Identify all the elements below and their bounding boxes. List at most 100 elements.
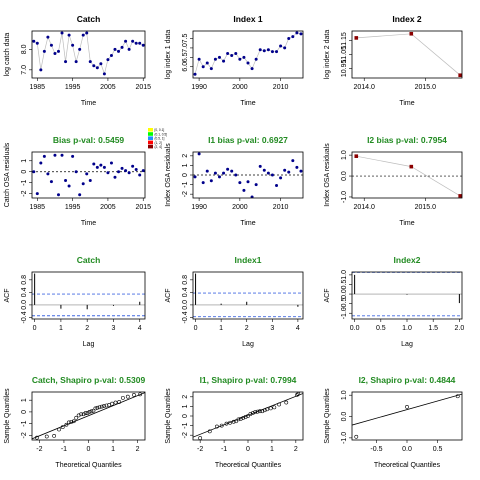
data-point xyxy=(295,165,299,169)
plot-area xyxy=(354,31,462,78)
x-tick-label: 0 xyxy=(33,325,37,332)
data-point xyxy=(60,153,64,157)
y-tick-label: -1.0 xyxy=(341,191,348,203)
plot-area xyxy=(32,273,145,317)
panel-5: I1 bias p-val: 0.6927 1990 2000 2010 -2 -1 0 1 2… xyxy=(165,135,304,227)
x-tick-label: 2014.0 xyxy=(354,204,376,211)
data-point xyxy=(222,171,226,175)
x-tick-label: 2 xyxy=(245,325,249,332)
x-tick-label: 3 xyxy=(270,325,274,332)
y-axis-label: log index 2 data xyxy=(324,30,331,80)
data-point xyxy=(92,162,96,166)
x-axis-label: Time xyxy=(81,100,96,107)
legend-swatch xyxy=(148,140,153,145)
x-axis-label: Time xyxy=(81,220,96,227)
qq-point xyxy=(248,412,253,416)
data-point xyxy=(279,44,283,48)
y-tick-label: 1 xyxy=(21,159,28,163)
y-axis-label: Sample Quantiles xyxy=(4,388,11,444)
legend-entry: (0.1, 0.5] xyxy=(155,132,168,136)
data-point xyxy=(35,41,39,45)
x-axis-label: Theoretical Quantiles xyxy=(215,462,282,469)
y-tick-label: 0.4 xyxy=(182,287,189,297)
y-tick-label: -2 xyxy=(21,190,28,196)
x-axis-label: Lag xyxy=(242,341,254,348)
data-point xyxy=(262,168,266,172)
panel-title: I2 bias p-val: 0.7954 xyxy=(367,135,447,145)
legend-swatch xyxy=(148,132,153,136)
data-point xyxy=(46,35,50,39)
data-point xyxy=(193,72,197,76)
y-tick-label: 0.0 xyxy=(341,289,348,299)
plot-frame xyxy=(351,391,463,441)
qq-point xyxy=(262,408,267,413)
qq-point xyxy=(243,415,248,419)
y-tick-label: 0 xyxy=(182,414,189,418)
qq-point xyxy=(207,429,212,434)
qq-point xyxy=(102,404,106,408)
x-tick-label: 0.5 xyxy=(433,446,443,453)
x-tick-label: 0 xyxy=(246,446,250,453)
qq-point xyxy=(246,414,250,418)
x-axis-label: Lag xyxy=(83,341,95,348)
plot-area xyxy=(193,273,303,318)
data-point xyxy=(262,49,266,53)
plot-frame xyxy=(351,271,463,320)
y-tick-label: 0.8 xyxy=(182,275,189,285)
plot-frame xyxy=(31,271,146,320)
x-tick-label: 0.5 xyxy=(376,325,386,332)
qq-point xyxy=(44,434,49,439)
y-tick-label: -1.0 xyxy=(341,432,348,444)
y-axis-label: log catch data xyxy=(4,33,11,77)
y-tick-label: 0.0 xyxy=(341,412,348,422)
x-tick-label: 1995 xyxy=(65,204,81,211)
data-point xyxy=(39,161,43,165)
qq-point xyxy=(132,393,136,397)
data-point xyxy=(201,65,205,69)
x-tick-label: 0 xyxy=(194,325,198,332)
data-point xyxy=(299,169,303,173)
panel-title: I1 bias p-val: 0.6927 xyxy=(208,135,288,145)
plot-area xyxy=(32,31,145,76)
data-point xyxy=(109,54,113,58)
panel-title: Index 2 xyxy=(392,14,422,24)
data-point xyxy=(209,179,213,183)
data-point xyxy=(95,165,99,169)
data-point xyxy=(120,166,124,170)
data-point xyxy=(99,163,103,167)
panel-title: Catch xyxy=(77,255,101,265)
data-point xyxy=(458,73,462,78)
data-point xyxy=(127,171,131,175)
data-point xyxy=(127,47,131,51)
data-point xyxy=(217,55,221,59)
data-point xyxy=(250,67,254,71)
data-point xyxy=(42,154,46,158)
data-point xyxy=(201,181,205,185)
qq-point xyxy=(250,411,255,416)
data-point xyxy=(120,45,124,49)
data-point xyxy=(78,193,82,197)
data-point xyxy=(71,43,75,47)
data-point xyxy=(246,61,250,65)
data-point xyxy=(283,46,287,50)
x-axis-label: Time xyxy=(240,100,255,107)
panel-4: Bias p-val: 0.5459 1985 1995 2005 2015 -2 -1 0 1… xyxy=(4,128,167,227)
y-tick-label: 1.0 xyxy=(341,390,348,400)
data-point xyxy=(131,39,135,43)
qq-point xyxy=(97,405,102,410)
y-tick-label: 6.0 xyxy=(182,62,189,72)
data-point xyxy=(205,61,209,65)
data-point xyxy=(117,170,121,174)
data-point xyxy=(85,31,89,35)
panel-6: I2 bias p-val: 0.7954 2014.0 2015.0 -1.0 0.0… xyxy=(324,135,463,227)
x-tick-label: 1.5 xyxy=(428,325,438,332)
y-tick-label: -2 xyxy=(182,432,189,438)
y-axis-label: Sample Quantiles xyxy=(165,388,172,444)
legend-entry: (0.5, 1] xyxy=(155,137,165,141)
data-point xyxy=(193,175,197,179)
data-point xyxy=(85,172,89,176)
qq-point xyxy=(99,404,104,409)
data-point xyxy=(291,159,295,163)
y-tick-label: 0.5 xyxy=(341,279,348,289)
y-tick-label: 0 xyxy=(21,410,28,414)
